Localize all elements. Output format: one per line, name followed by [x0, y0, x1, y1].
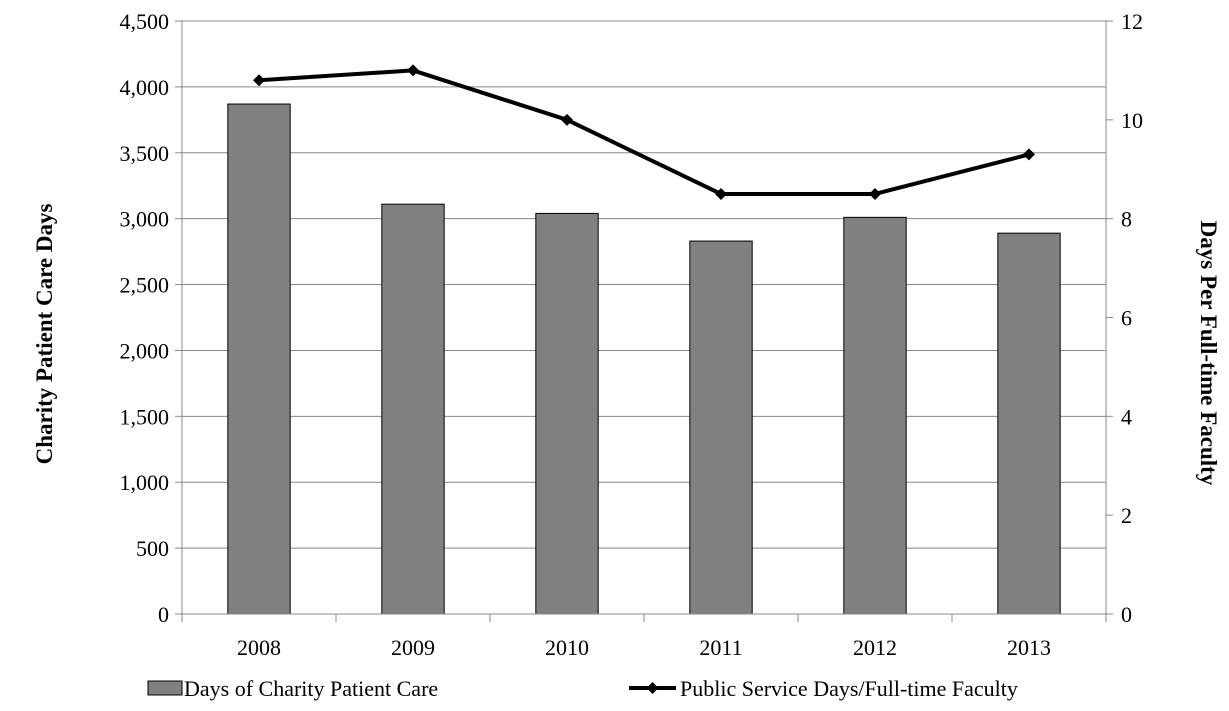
gridlines — [182, 20, 1106, 549]
x-axis-tick-label: 2011 — [699, 635, 742, 660]
legend-bar-label: Days of Charity Patient Care — [184, 676, 438, 701]
left-axis-tick-label: 3,500 — [120, 141, 170, 166]
line-point — [869, 187, 881, 200]
legend-line-marker — [646, 682, 659, 694]
bar — [227, 103, 291, 615]
right-axis-tick-label: 2 — [1121, 503, 1132, 528]
bar — [997, 232, 1061, 615]
right-axis-title: Days Per Full-time Faculty — [1196, 221, 1221, 486]
line-point — [253, 74, 265, 87]
left-axis-title: Charity Patient Care Days — [32, 204, 57, 465]
left-axis-tick-label: 4,000 — [120, 75, 170, 100]
left-axis-tick-label: 4,500 — [120, 9, 170, 34]
left-axis-tick-label: 2,500 — [120, 273, 170, 298]
bar — [381, 203, 445, 615]
right-axis-tick-label: 10 — [1121, 108, 1143, 133]
x-axis-tick-label: 2008 — [237, 635, 281, 660]
bar — [843, 216, 907, 615]
left-axis-tick-label: 3,000 — [120, 207, 170, 232]
bar-series — [227, 103, 1061, 615]
left-axis-tick-label: 1,000 — [120, 470, 170, 495]
x-axis-tick-label: 2012 — [853, 635, 897, 660]
right-axis-tick-label: 4 — [1121, 404, 1132, 429]
line-point — [1023, 148, 1035, 161]
left-axis-tick-label: 500 — [136, 536, 169, 561]
left-axis-tick-label: 0 — [158, 602, 169, 627]
left-axis-ticks: 0 500 1,000 1,500 2,000 2,500 3,000 3,500 4,000 4… — [120, 9, 182, 627]
series-line — [258, 68, 1030, 196]
right-axis-tick-label: 12 — [1121, 9, 1143, 34]
line-point — [407, 64, 419, 77]
line-point — [715, 187, 727, 200]
bar — [689, 240, 753, 615]
left-axis-tick-label: 1,500 — [120, 404, 170, 429]
right-axis-ticks: 0 2 4 6 8 10 12 — [1106, 9, 1143, 627]
bar — [535, 212, 599, 615]
left-axis-tick-label: 2,000 — [120, 338, 170, 363]
x-axis-tick-label: 2010 — [545, 635, 589, 660]
x-axis-tick-label: 2009 — [391, 635, 435, 660]
legend-bar-swatch — [147, 680, 183, 696]
legend-line-label: Public Service Days/Full-time Faculty — [680, 676, 1018, 701]
legend: Days of Charity Patient Care Public Serv… — [147, 676, 1018, 701]
line-series — [253, 64, 1035, 200]
right-axis-tick-label: 8 — [1121, 207, 1132, 232]
axes — [181, 21, 1107, 615]
x-axis-ticks: 2008 2009 2010 2011 2012 2013 — [181, 614, 1107, 660]
line-point — [561, 113, 573, 126]
right-axis-tick-label: 0 — [1121, 602, 1132, 627]
right-axis-tick-label: 6 — [1121, 306, 1132, 331]
x-axis-tick-label: 2013 — [1007, 635, 1051, 660]
